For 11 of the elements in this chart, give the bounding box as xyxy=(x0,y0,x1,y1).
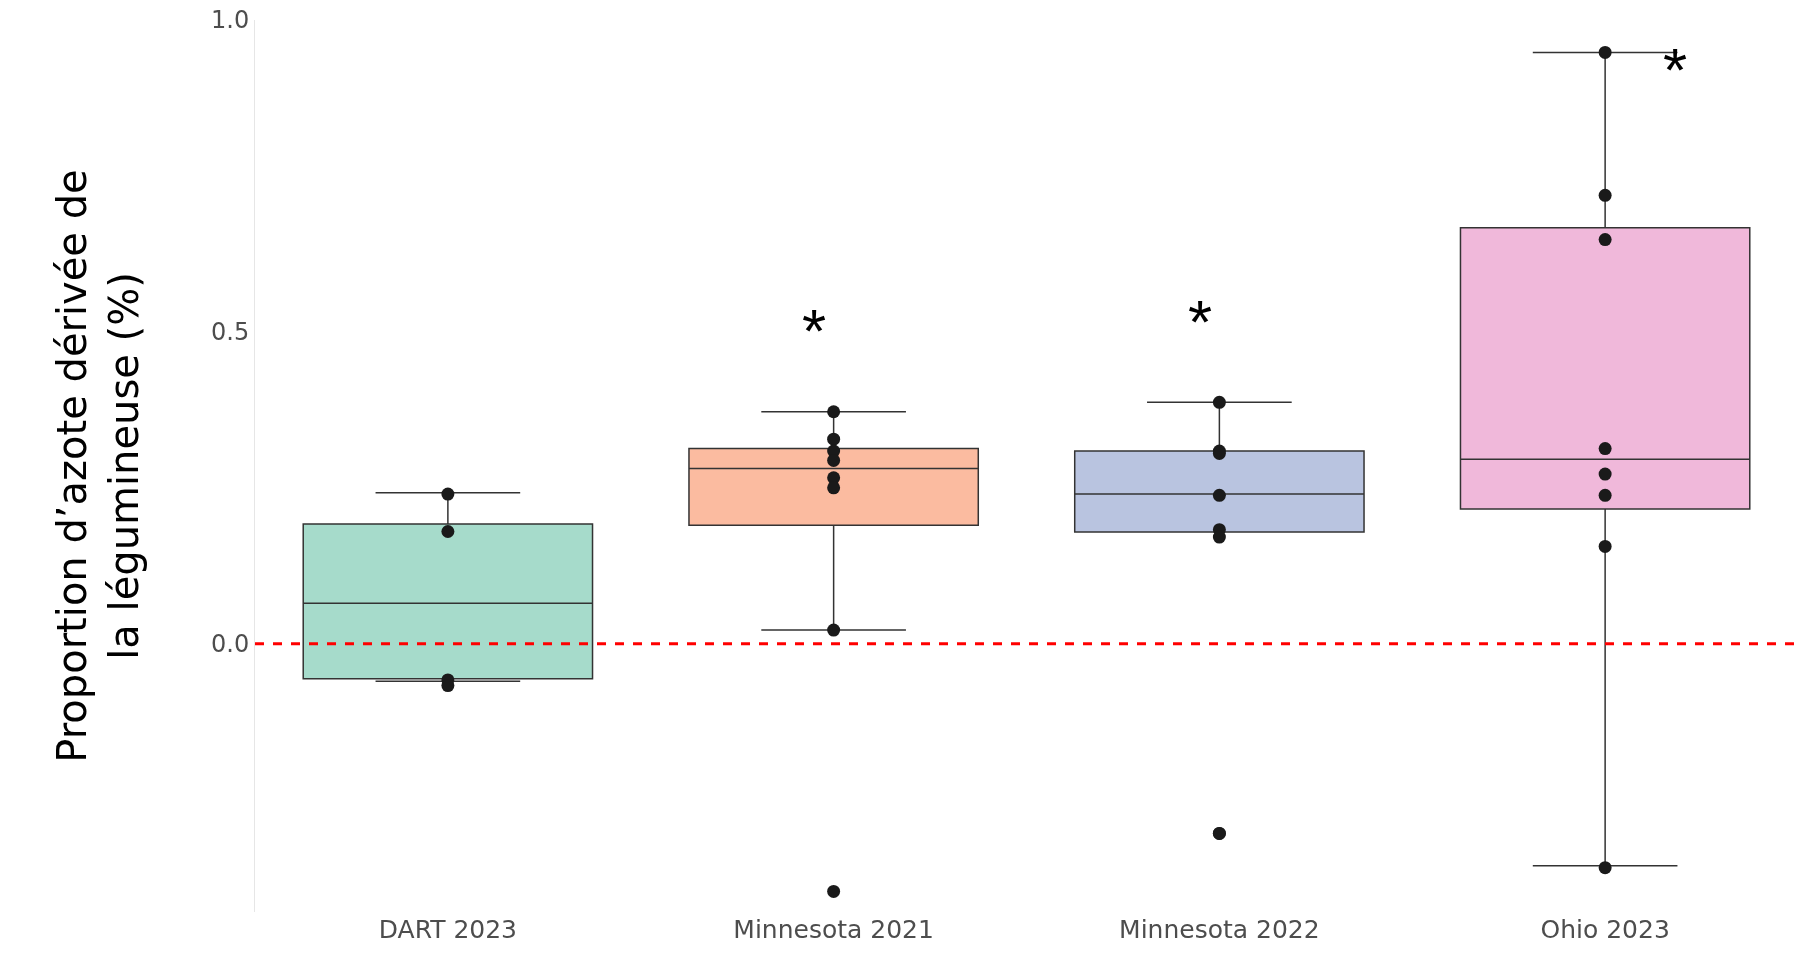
x-tick-label: Ohio 2023 xyxy=(1540,915,1670,944)
x-tick-label: DART 2023 xyxy=(378,915,518,944)
x-tick-label: Minnesota 2021 xyxy=(733,915,934,944)
annotation: * xyxy=(1188,287,1213,356)
y-tick-label: 1.0 xyxy=(211,6,250,35)
annotation: * xyxy=(1663,35,1688,104)
annotation: * xyxy=(802,296,827,365)
y-axis-title: Proportion d’azote dérivée de la légumineuse (%) xyxy=(48,169,147,763)
x-tick-label: Minnesota 2022 xyxy=(1119,915,1320,944)
y-tick-label: 0.0 xyxy=(211,630,250,659)
y-tick-label: 0.5 xyxy=(211,318,250,347)
